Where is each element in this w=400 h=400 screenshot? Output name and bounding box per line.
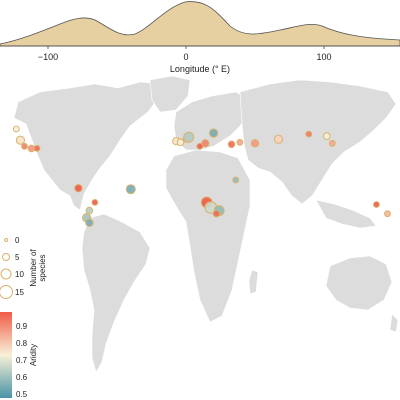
species-point <box>15 135 25 145</box>
land-north-america <box>13 81 161 211</box>
land-southeast-asia <box>315 199 377 229</box>
land-south-america <box>81 213 151 373</box>
species-point <box>183 131 195 143</box>
land-africa <box>165 149 251 323</box>
aridity-tick-0-6: 0.6 <box>16 373 28 382</box>
land-madagascar <box>248 269 259 295</box>
size-legend: 0 5 10 15 Number of species <box>0 236 47 299</box>
size-legend-label-15: 15 <box>15 288 24 297</box>
aridity-legend: 0.9 0.8 0.7 0.6 0.5 Aridity <box>0 312 38 399</box>
world-map <box>13 75 399 373</box>
aridity-tick-0-8: 0.8 <box>16 339 28 348</box>
aridity-tick-0-7: 0.7 <box>16 356 28 365</box>
species-point <box>212 209 221 218</box>
species-point <box>227 140 236 149</box>
size-legend-label-10: 10 <box>15 270 24 279</box>
land-new-zealand <box>389 313 399 333</box>
species-point <box>85 218 94 228</box>
species-point <box>85 206 94 215</box>
species-point <box>209 128 219 138</box>
size-legend-circle-5 <box>2 253 10 261</box>
size-legend-circle-15 <box>0 285 13 299</box>
species-point <box>196 142 204 150</box>
species-point <box>74 184 83 193</box>
species-point <box>273 134 284 144</box>
aridity-colorbar <box>0 312 12 398</box>
species-point <box>125 184 136 195</box>
species-point <box>12 125 20 133</box>
tick-label-neg100: −100 <box>38 52 58 62</box>
size-legend-circle-0 <box>4 238 8 242</box>
species-points <box>12 125 391 228</box>
density-curve <box>0 1 400 47</box>
species-point <box>91 199 99 206</box>
land-greenland <box>149 75 191 113</box>
longitude-density-plot: −100 0 100 Longitude (° E) <box>0 1 400 74</box>
species-point <box>305 130 313 138</box>
species-point <box>384 210 391 218</box>
species-point <box>373 201 380 208</box>
tick-label-100: 100 <box>316 52 331 62</box>
species-point <box>232 176 240 184</box>
species-point <box>33 145 41 152</box>
size-legend-label-5: 5 <box>15 253 20 262</box>
species-point <box>323 132 331 140</box>
aridity-tick-0-5: 0.5 <box>16 390 28 399</box>
aridity-tick-0-9: 0.9 <box>16 322 28 331</box>
size-legend-circle-10 <box>0 268 12 280</box>
land-australia <box>325 255 393 311</box>
species-point <box>21 142 28 150</box>
species-point <box>328 139 336 147</box>
species-point <box>250 139 260 148</box>
aridity-title: Aridity <box>29 344 38 366</box>
species-point <box>201 139 210 148</box>
size-legend-title-line2: species <box>38 254 47 281</box>
species-point <box>236 138 244 146</box>
x-axis-title: Longitude (° E) <box>170 64 230 74</box>
land-asia <box>239 79 397 205</box>
tick-label-0: 0 <box>183 52 188 62</box>
size-legend-title-line1: Number of <box>29 249 38 287</box>
species-point <box>176 138 185 147</box>
size-legend-label-0: 0 <box>15 236 20 245</box>
